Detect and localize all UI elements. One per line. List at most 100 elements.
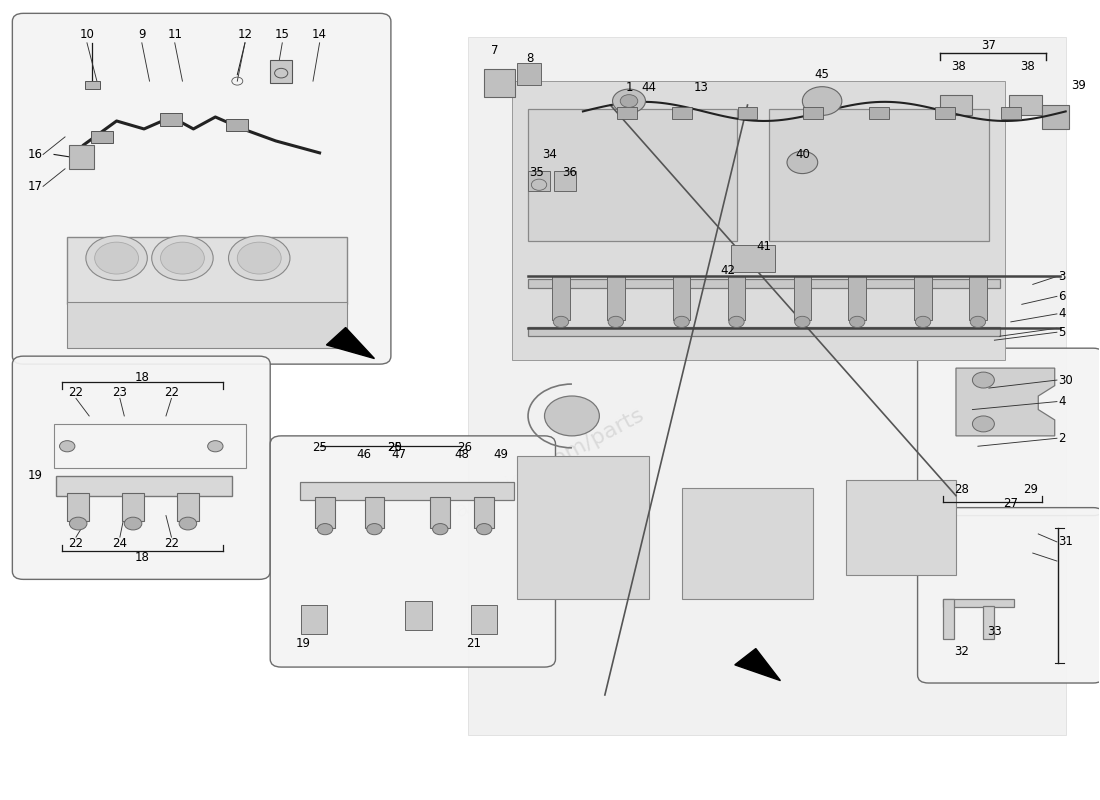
Bar: [1009, 94, 1042, 114]
Text: 41: 41: [757, 241, 771, 254]
Text: 20: 20: [387, 442, 402, 454]
Text: 29: 29: [1023, 482, 1038, 496]
Bar: [943, 599, 1014, 607]
FancyBboxPatch shape: [917, 348, 1100, 515]
Text: 7: 7: [492, 44, 499, 58]
Text: 18: 18: [134, 371, 150, 384]
Text: 32: 32: [954, 645, 969, 658]
Bar: [227, 118, 249, 131]
Polygon shape: [327, 327, 374, 358]
Bar: [617, 107, 637, 118]
Circle shape: [544, 396, 600, 436]
Bar: [728, 277, 746, 320]
Bar: [405, 601, 431, 630]
Text: 22: 22: [68, 386, 84, 398]
Text: 11: 11: [167, 28, 183, 42]
Text: 33: 33: [987, 625, 1002, 638]
Bar: [364, 498, 384, 527]
Text: 35: 35: [529, 166, 544, 179]
Bar: [517, 456, 649, 599]
Text: 34: 34: [542, 148, 558, 161]
Text: 21: 21: [465, 637, 481, 650]
Circle shape: [86, 236, 147, 281]
Text: 22: 22: [164, 386, 179, 398]
Bar: [430, 498, 450, 527]
Text: 2: 2: [1058, 432, 1066, 445]
Text: 44: 44: [641, 81, 657, 94]
Bar: [914, 277, 932, 320]
Text: 19: 19: [296, 637, 310, 650]
FancyBboxPatch shape: [917, 508, 1100, 683]
Text: 30: 30: [1058, 374, 1072, 386]
Bar: [672, 107, 692, 118]
Circle shape: [229, 236, 290, 281]
Bar: [528, 171, 550, 191]
Bar: [969, 277, 987, 320]
Circle shape: [95, 242, 139, 274]
Bar: [54, 424, 246, 468]
Bar: [528, 326, 1000, 336]
Text: 40: 40: [795, 148, 810, 161]
Bar: [846, 480, 956, 575]
Circle shape: [318, 523, 332, 534]
Text: 17: 17: [29, 180, 43, 193]
Text: 25: 25: [387, 442, 402, 454]
Text: 25: 25: [312, 442, 327, 454]
Bar: [161, 113, 183, 126]
Text: 28: 28: [954, 482, 969, 496]
Bar: [528, 279, 1000, 288]
Text: 4: 4: [1058, 307, 1066, 321]
Circle shape: [69, 517, 87, 530]
Text: 19: 19: [29, 470, 43, 482]
Circle shape: [729, 316, 745, 327]
Bar: [943, 599, 954, 639]
Bar: [300, 482, 514, 500]
Bar: [512, 81, 1005, 360]
Text: 12: 12: [238, 28, 253, 42]
Text: 18: 18: [134, 551, 150, 564]
Bar: [682, 488, 813, 599]
Text: 47: 47: [392, 448, 406, 461]
Bar: [935, 107, 955, 118]
Text: 15: 15: [275, 28, 289, 42]
Polygon shape: [735, 649, 780, 681]
Bar: [983, 606, 994, 639]
Circle shape: [161, 242, 205, 274]
Circle shape: [849, 316, 865, 327]
Circle shape: [476, 523, 492, 534]
Text: 38: 38: [1020, 60, 1035, 74]
Bar: [271, 60, 293, 82]
Bar: [91, 130, 113, 143]
Bar: [484, 69, 515, 97]
Bar: [769, 109, 989, 241]
Bar: [554, 171, 576, 191]
Bar: [528, 109, 737, 241]
Text: 16: 16: [29, 148, 43, 161]
Bar: [869, 107, 889, 118]
Text: 3: 3: [1058, 270, 1066, 283]
Bar: [67, 302, 346, 348]
Text: 49: 49: [493, 448, 508, 461]
Circle shape: [794, 316, 810, 327]
Polygon shape: [956, 368, 1055, 436]
Bar: [69, 145, 94, 169]
Bar: [673, 277, 691, 320]
Text: 36: 36: [562, 166, 578, 179]
Bar: [471, 605, 497, 634]
Bar: [301, 605, 328, 634]
Text: 31: 31: [1058, 535, 1072, 549]
Text: a 4ution.com/parts: a 4ution.com/parts: [452, 406, 648, 522]
Circle shape: [124, 517, 142, 530]
Bar: [1001, 107, 1021, 118]
Text: 6: 6: [1058, 290, 1066, 303]
Circle shape: [915, 316, 931, 327]
Bar: [474, 498, 494, 527]
Polygon shape: [468, 38, 1066, 735]
Text: 38: 38: [950, 60, 966, 74]
Text: 13: 13: [694, 81, 708, 94]
Text: 42: 42: [720, 264, 735, 278]
Text: 4: 4: [1058, 395, 1066, 408]
Bar: [517, 62, 541, 85]
Circle shape: [786, 151, 817, 174]
Text: 37: 37: [981, 38, 997, 52]
